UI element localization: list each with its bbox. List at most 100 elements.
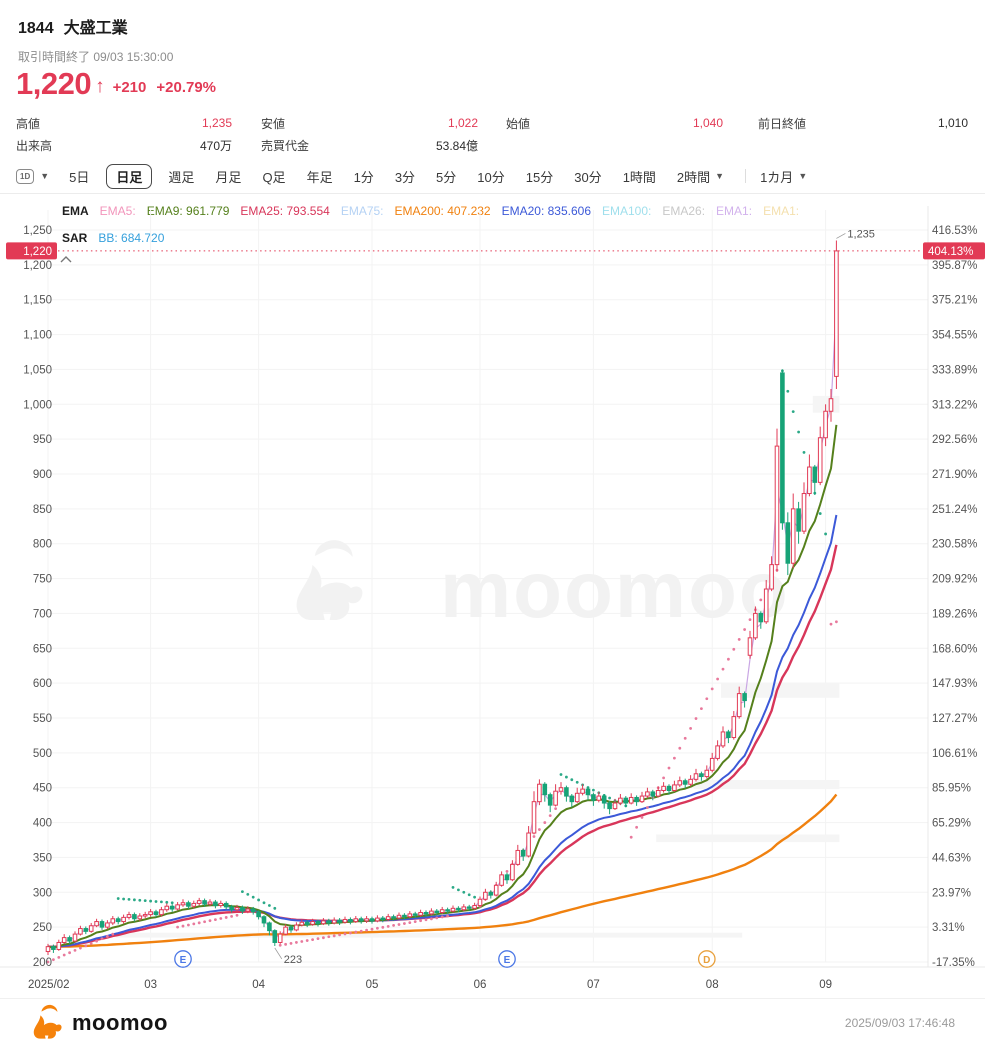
candle bbox=[375, 917, 380, 922]
candle bbox=[742, 693, 747, 702]
candle bbox=[672, 784, 677, 792]
tab-1mo[interactable]: 1カ月 ▼ bbox=[760, 164, 807, 189]
candle bbox=[110, 918, 116, 924]
candle bbox=[56, 941, 62, 950]
candle bbox=[299, 921, 305, 926]
candle bbox=[547, 794, 553, 806]
tab-30m[interactable]: 30分 bbox=[574, 164, 601, 189]
stats-grid: 高値 1,235 安値 1,022 始値 1,040 前日終値 1,010 出来高 470万 売買代… bbox=[16, 112, 968, 156]
x-axis-date-label: 05 bbox=[366, 979, 379, 991]
candle bbox=[569, 795, 575, 803]
grid-layer bbox=[0, 206, 985, 968]
candle bbox=[261, 916, 267, 924]
x-axis-date-label: 07 bbox=[587, 979, 600, 991]
y-axis-price-label: 650 bbox=[33, 643, 52, 655]
candle bbox=[358, 918, 364, 922]
candle bbox=[83, 928, 89, 932]
watermark: moomoo bbox=[296, 540, 788, 634]
stat-high: 高値 1,235 bbox=[16, 112, 232, 134]
y-axis-percent-label: 23.97% bbox=[932, 887, 971, 899]
price-change-percent: +20.79% bbox=[156, 79, 217, 96]
x-axis-date-label: 06 bbox=[474, 979, 487, 991]
candle bbox=[596, 795, 602, 801]
candle bbox=[186, 902, 191, 907]
svg-text:E: E bbox=[504, 955, 511, 966]
candle bbox=[175, 904, 180, 910]
y-axis-price-label: 600 bbox=[33, 678, 52, 690]
svg-text:E: E bbox=[180, 955, 187, 966]
y-axis-price-label: 1,050 bbox=[23, 364, 52, 376]
price-chart[interactable]: moomoo 1,235 223 E E D 1,250 416.53% 1,200 395.87… bbox=[0, 196, 985, 996]
event-badge-e[interactable]: E bbox=[498, 950, 516, 968]
y-axis-price-label: 1,200 bbox=[23, 260, 52, 272]
candle bbox=[564, 787, 569, 797]
legend-bb: BB: 684.720 bbox=[98, 231, 165, 245]
legend-ema5: EMA5: bbox=[99, 204, 136, 218]
tab-15m[interactable]: 15分 bbox=[526, 164, 553, 189]
candle bbox=[585, 788, 591, 796]
y-axis-percent-label: 395.87% bbox=[932, 260, 977, 272]
candle bbox=[720, 731, 726, 747]
candle bbox=[207, 901, 213, 905]
tab-weekly[interactable]: 週足 bbox=[168, 164, 194, 189]
y-axis-price-label: 350 bbox=[33, 852, 52, 864]
x-axis-date-label: 09 bbox=[819, 979, 832, 991]
tab-10m[interactable]: 10分 bbox=[477, 164, 504, 189]
tab-monthly[interactable]: 月足 bbox=[215, 164, 241, 189]
stat-value: 53.84億 bbox=[435, 138, 478, 153]
candle bbox=[483, 891, 488, 900]
event-badge-e[interactable]: E bbox=[174, 950, 192, 968]
tab-2h[interactable]: 2時間 ▼ bbox=[677, 164, 724, 189]
stat-label: 売買代金 bbox=[261, 138, 310, 153]
candle bbox=[807, 466, 812, 495]
candle bbox=[434, 910, 440, 914]
candle bbox=[429, 910, 434, 915]
candle bbox=[45, 946, 51, 953]
tab-5d[interactable]: 5日 bbox=[69, 164, 89, 189]
line-ema200 bbox=[48, 793, 838, 948]
candle bbox=[493, 884, 499, 896]
tab-5m[interactable]: 5分 bbox=[436, 164, 456, 189]
candle bbox=[526, 832, 531, 857]
candle bbox=[213, 901, 218, 907]
candle bbox=[180, 902, 186, 906]
tab-daily[interactable]: 日足 bbox=[106, 163, 153, 189]
candle bbox=[321, 920, 326, 925]
candle bbox=[574, 792, 580, 803]
candle bbox=[67, 937, 72, 942]
tab-quarterly[interactable]: Q足 bbox=[262, 164, 285, 189]
candle bbox=[812, 466, 818, 483]
candle bbox=[153, 911, 159, 916]
candle bbox=[121, 916, 126, 923]
collapse-indicator-panel-icon[interactable] bbox=[58, 252, 74, 264]
y-axis-price-label: 500 bbox=[33, 748, 52, 760]
candle bbox=[407, 913, 413, 918]
y-axis-price-label: 900 bbox=[33, 469, 52, 481]
candle bbox=[304, 921, 310, 925]
x-axis-date-label: 04 bbox=[252, 979, 265, 991]
candle bbox=[655, 790, 661, 797]
chevron-down-icon: ▼ bbox=[798, 171, 808, 181]
stat-open: 始値 1,040 bbox=[506, 112, 723, 134]
candle bbox=[353, 918, 359, 923]
event-badge-d[interactable]: D bbox=[697, 950, 716, 968]
price-annotation: 1,235 bbox=[847, 228, 875, 240]
candles-layer[interactable] bbox=[45, 240, 839, 956]
tab-1h[interactable]: 1時間 bbox=[623, 164, 656, 189]
candle bbox=[823, 410, 828, 439]
candle bbox=[780, 372, 785, 524]
legend-ema1a: EMA1: bbox=[716, 204, 753, 218]
tab-1m[interactable]: 1分 bbox=[354, 164, 374, 189]
candle bbox=[310, 921, 315, 925]
interval-preset-dropdown[interactable]: 1D ▼ bbox=[16, 168, 49, 184]
y-axis-percent-label: 354.55% bbox=[932, 330, 977, 342]
candle bbox=[202, 900, 207, 905]
y-axis-percent-label: 375.21% bbox=[932, 295, 977, 307]
tab-yearly[interactable]: 年足 bbox=[307, 164, 333, 189]
tab-3m[interactable]: 3分 bbox=[395, 164, 415, 189]
y-axis-percent-label: 168.60% bbox=[932, 643, 977, 655]
page-title: 1844 大盛工業 bbox=[18, 14, 128, 38]
stat-volume: 出来高 470万 bbox=[16, 134, 232, 156]
moomoo-logo-icon bbox=[33, 1004, 62, 1039]
candle bbox=[105, 922, 110, 928]
